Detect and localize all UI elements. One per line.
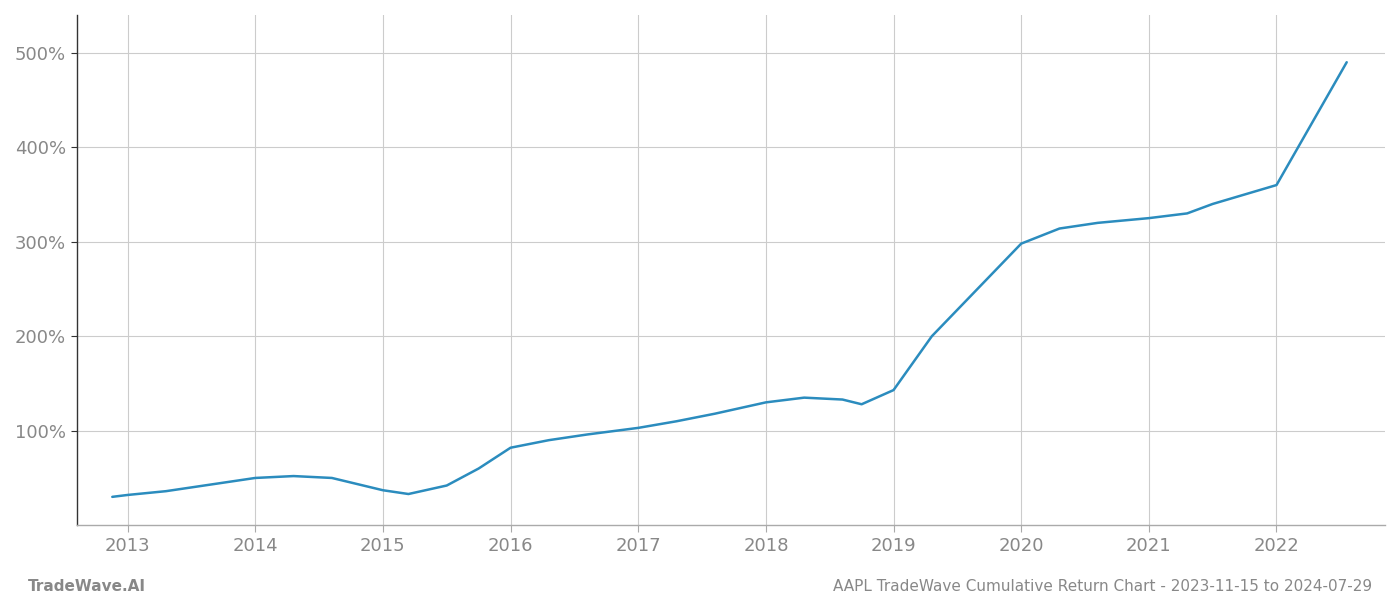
Text: TradeWave.AI: TradeWave.AI (28, 579, 146, 594)
Text: AAPL TradeWave Cumulative Return Chart - 2023-11-15 to 2024-07-29: AAPL TradeWave Cumulative Return Chart -… (833, 579, 1372, 594)
